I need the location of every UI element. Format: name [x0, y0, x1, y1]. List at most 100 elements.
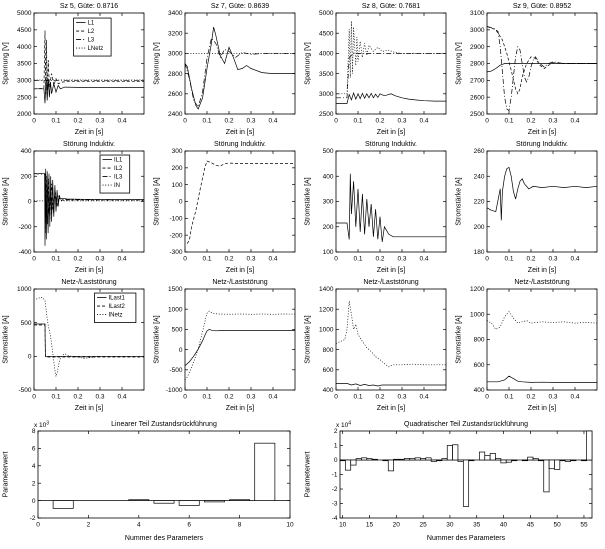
bar-param-32	[457, 459, 464, 462]
legend-label: IN	[114, 183, 120, 189]
y-tick-label: 1500	[168, 286, 183, 293]
y-tick-label: 4	[32, 463, 36, 470]
bar-param-34	[468, 459, 475, 462]
subplot-stoerung-induktiv-3: 0 0.1 0.2 0.3 0.4 100 200 300 400 500 Störung Indu…	[302, 138, 453, 276]
subplot-netz-laststoerung-3: 0 0.1 0.2 0.3 0.4 400 600 800 1000 1200 1400 Netz-/…	[302, 276, 453, 414]
chart-svg-netz-laststoerung-4: 0 0.1 0.2 0.3 0.4 400 600 800 1000 1200 Netz-/Last…	[456, 279, 598, 412]
series-dashed	[486, 26, 597, 95]
y-tick-label: 2700	[470, 78, 485, 85]
bar-param-41	[505, 459, 512, 463]
y-tick-label: 4500	[319, 30, 334, 37]
y-tick-label: 3500	[319, 71, 334, 78]
x-tick-label: 50	[554, 522, 562, 529]
series-dashdot	[336, 53, 446, 99]
chart-svg-stoerung-induktiv-1: 0 0.1 0.2 0.3 0.4 -400 -200 0 200 400 Störung Indu…	[3, 141, 145, 274]
x-tick-label: 0	[36, 522, 40, 529]
series-INetz	[36, 296, 133, 377]
x-tick-label: 0.1	[504, 256, 513, 263]
y-tick-label: -4	[332, 515, 338, 522]
series-L1	[34, 77, 144, 104]
x-tick-label: 0.4	[419, 118, 428, 125]
x-axis-label: Zeit in [s]	[226, 129, 254, 136]
chart-title: Störung Induktiv.	[214, 141, 266, 148]
x-tick-label: 0	[485, 394, 489, 401]
bar-param-56	[586, 430, 593, 461]
y-tick-label: -1	[332, 472, 338, 479]
y-axis-label: Stromstärke [A]	[456, 315, 463, 363]
y-tick-label: 800	[474, 337, 485, 344]
subplot-sz5-spannung: 0 0.1 0.2 0.3 0.4 2000 2500 3000 3500 4000 4500 500…	[0, 0, 151, 138]
bar-param-19	[387, 459, 394, 472]
x-tick-label: 0.3	[397, 394, 406, 401]
x-tick-label: 0.3	[397, 118, 406, 125]
x-tick-label: 0.3	[95, 118, 104, 125]
x-tick-label: 0	[334, 256, 338, 263]
y-tick-label: 1400	[319, 286, 334, 293]
chart-svg-stoerung-induktiv-2: 0 0.1 0.2 0.3 0.4 -300 -200 -100 0 100 200 300 Störu…	[154, 141, 296, 274]
bar-param-33	[462, 459, 470, 507]
x-tick-label: 0.1	[202, 256, 211, 263]
y-tick-label: 3500	[17, 61, 32, 68]
y-tick-label: 3400	[168, 10, 183, 17]
x-tick-label: 10	[286, 522, 294, 529]
x-tick-label: 0.2	[224, 394, 233, 401]
legend-label: ILast2	[109, 304, 126, 310]
y-tick-label: 2	[32, 480, 36, 487]
series-dotted	[486, 311, 598, 330]
x-tick-label: 0	[32, 394, 36, 401]
y-tick-label: -200	[18, 224, 31, 231]
chart-title: Sz 7, Güte: 0.8639	[211, 3, 269, 10]
legend-label: IL2	[114, 166, 123, 172]
bar-param-5	[153, 500, 175, 504]
y-axis-label: Spannung [V]	[154, 42, 161, 84]
bar-param-23	[409, 458, 416, 461]
x-tick-label: 0	[32, 118, 36, 125]
bar-param-49	[548, 459, 555, 470]
series-dashdot	[486, 26, 597, 112]
bar-param-48	[543, 459, 550, 493]
y-tick-label: 1000	[470, 311, 485, 318]
chart-svg-quadratischer-teil: 10 15 20 25 30 35 40 45 50 55 -4 -3 -2 -1 0 1 2 Quadratis…	[305, 421, 593, 542]
y-tick-label: 1200	[319, 306, 334, 313]
chart-title: Sz 8, Güte: 0.7681	[362, 3, 420, 10]
x-axis-label: Zeit in [s]	[75, 405, 103, 412]
x-tick-label: 0.4	[268, 394, 277, 401]
y-tick-label: 300	[172, 148, 183, 155]
series-dotted	[336, 21, 446, 95]
chart-svg-netz-laststoerung-1: 0 0.1 0.2 0.3 0.4-50005001000Netz-/Laststöru…	[3, 279, 145, 412]
bar-param-31	[452, 444, 459, 461]
x-tick-label: 0.4	[268, 118, 277, 125]
x-tick-label: 55	[580, 522, 588, 529]
legend-label: IL1	[114, 158, 123, 164]
x-tick-label: 0	[485, 256, 489, 263]
legend-label: LNetz	[88, 46, 104, 52]
series-solid	[336, 383, 446, 387]
x-tick-label: 0.2	[526, 118, 535, 125]
y-tick-label: 2500	[17, 94, 32, 101]
x-tick-label: 0	[485, 118, 489, 125]
chart-svg-netz-laststoerung-3: 0 0.1 0.2 0.3 0.4 400 600 800 1000 1200 1400 Netz-/…	[305, 279, 447, 412]
y-tick-label: 2000	[17, 111, 32, 118]
chart-title: Netz-/Laststörung	[363, 279, 418, 286]
x-axis-label: Zeit in [s]	[528, 129, 556, 136]
y-tick-label: 4000	[17, 44, 32, 51]
x-tick-label: 0.1	[504, 394, 513, 401]
y-tick-label: -500	[169, 367, 182, 374]
chart-title: Linearer Teil Zustandsrückführung	[111, 421, 217, 428]
x-tick-label: 40	[500, 522, 508, 529]
bar-param-24	[414, 457, 421, 461]
x-tick-label: 0.3	[246, 256, 255, 263]
legend-label: L3	[88, 38, 95, 44]
y-axis-label: Spannung [V]	[305, 42, 312, 84]
y-tick-label: 5000	[17, 10, 32, 17]
y-tick-label: -2	[30, 515, 36, 522]
y-tick-label: 0	[28, 199, 32, 206]
x-tick-label: 0.2	[375, 118, 384, 125]
bar-param-26	[425, 457, 432, 461]
subplot-linearer-teil-zustandsrueckfuehrung: 0 2 4 6 8 10 -2 0 2 4 6 8 Linearer Teil Zustandsrück…	[0, 414, 302, 544]
x-tick-label: 0.2	[73, 118, 82, 125]
series-dashdot	[184, 37, 295, 108]
y-tick-label: 8	[32, 428, 36, 435]
x-tick-label: 0.1	[51, 394, 60, 401]
x-axis-label: Nummer des Parameters	[125, 535, 204, 542]
